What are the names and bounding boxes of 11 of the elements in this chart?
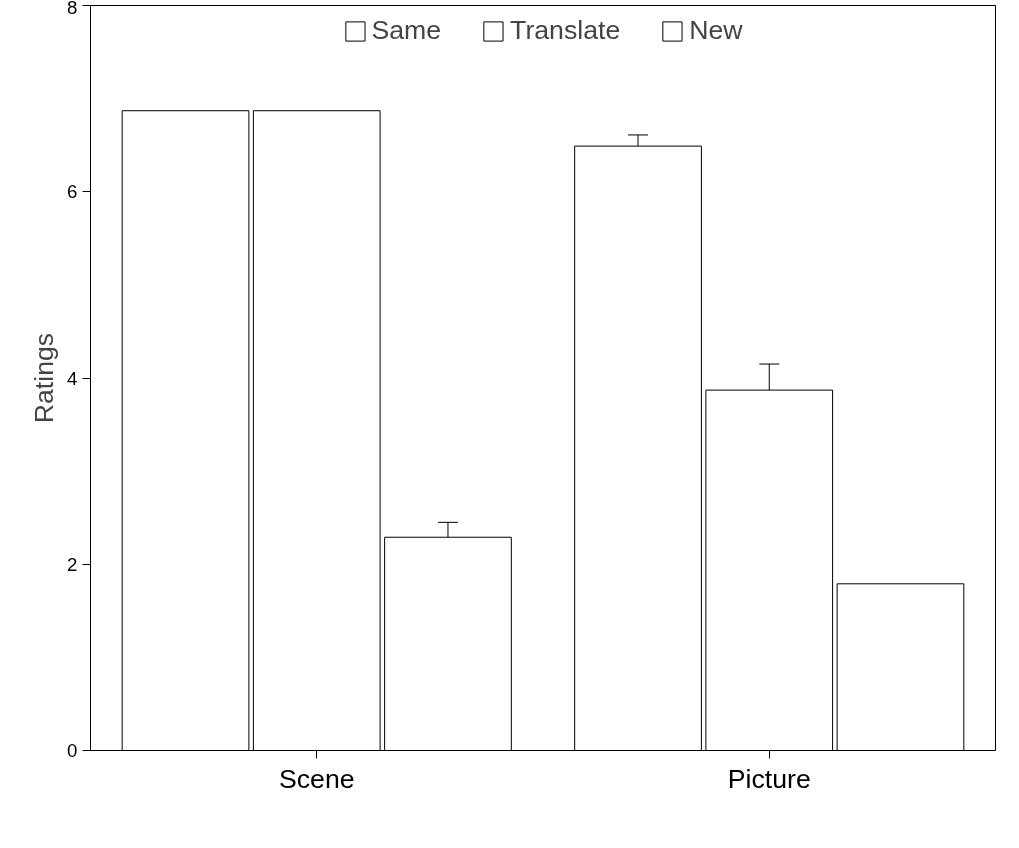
- legend-label: Same: [371, 15, 442, 46]
- y-axis-title: Ratings: [29, 332, 60, 424]
- x-tick-label: Scene: [278, 763, 355, 794]
- y-tick-label: 4: [67, 367, 78, 389]
- legend-label: New: [689, 15, 743, 46]
- legend-label: Translate: [510, 15, 621, 46]
- y-tick-label: 0: [67, 740, 78, 761]
- y-tick-label: 2: [67, 553, 78, 575]
- x-tick-label: Picture: [727, 763, 811, 794]
- y-tick-label: 8: [67, 0, 78, 18]
- y-tick-label: 6: [67, 181, 78, 203]
